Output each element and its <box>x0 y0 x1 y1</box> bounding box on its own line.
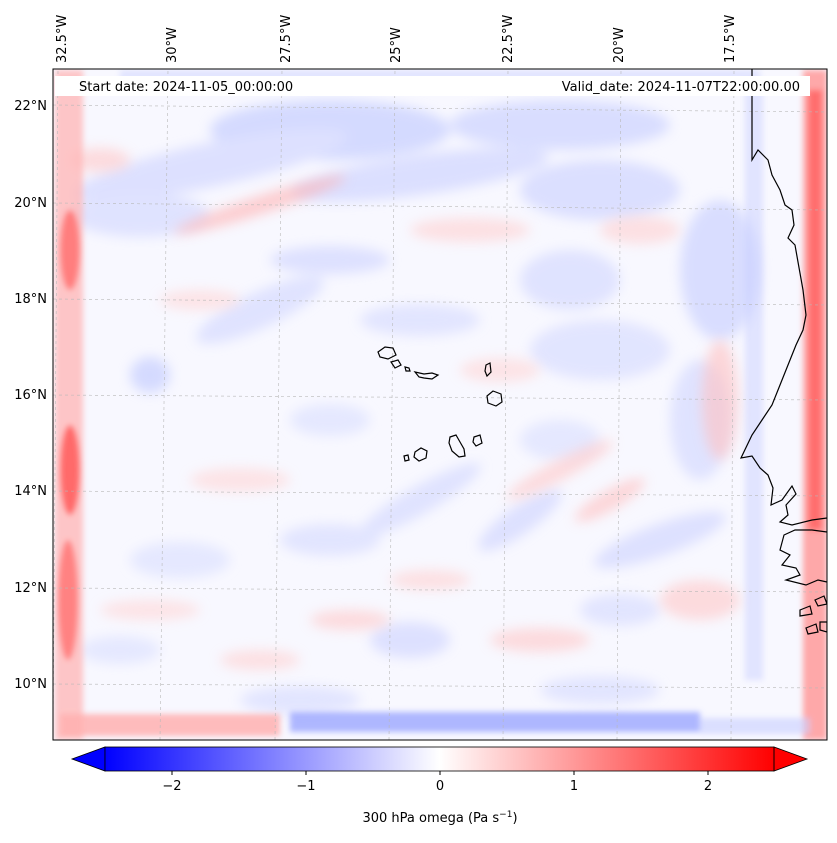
omega-field <box>55 70 827 740</box>
colorbar-extend-low <box>70 746 106 772</box>
map-panel: Start date: 2024-11-05_00:00:00 Valid_da… <box>52 68 828 741</box>
latitude-labels: 22°N 20°N 18°N 16°N 14°N 12°N 10°N <box>14 99 47 692</box>
island-sao-nicolau <box>413 371 440 380</box>
lat-label: 18°N <box>14 292 47 307</box>
lat-label: 16°N <box>14 388 47 403</box>
date-banner <box>55 76 810 96</box>
colorbar-gradient <box>105 747 774 771</box>
lat-label: 22°N <box>14 99 47 114</box>
african-coastline-south <box>779 529 827 586</box>
lon-label: 25°W <box>389 27 404 63</box>
african-coastline <box>739 69 827 526</box>
island-santa-luzia <box>404 366 411 372</box>
island-santo-antao <box>377 346 397 360</box>
island-sal <box>484 362 492 378</box>
colorbar-tick-label: −2 <box>162 779 181 794</box>
lon-label: 22.5°W <box>501 15 516 63</box>
map-frame <box>52 68 828 741</box>
colorbar: −2 −1 0 1 2 300 hPa omega (Pa s−1) <box>70 746 809 826</box>
colorbar-tick-label: 0 <box>436 779 444 794</box>
colorbar-label: 300 hPa omega (Pa s−1) <box>362 810 517 826</box>
start-date-text: Start date: 2024-11-05_00:00:00 <box>79 80 293 95</box>
colorbar-tick-label: 1 <box>570 779 578 794</box>
lon-label: 20°W <box>612 27 627 63</box>
island-santiago <box>448 434 466 458</box>
coastline <box>377 69 827 635</box>
colorbar-label-suffix: ) <box>512 811 517 826</box>
colorbar-tick-label: 2 <box>704 779 712 794</box>
island-brava <box>403 454 410 462</box>
lon-label: 32.5°W <box>55 15 70 63</box>
lon-label: 17.5°W <box>723 15 738 63</box>
lat-label: 14°N <box>14 484 47 499</box>
island-maio <box>472 434 483 447</box>
lat-label: 20°N <box>14 196 47 211</box>
longitude-labels: 32.5°W 30°W 27.5°W 25°W 22.5°W 20°W 17.5… <box>55 15 738 63</box>
valid-date-text: Valid_date: 2024-11-07T22:00:00.00 <box>562 80 800 95</box>
colorbar-label-prefix: 300 hPa omega (Pa s <box>362 811 499 826</box>
island-fogo <box>413 447 428 462</box>
colorbar-extend-high <box>773 746 809 772</box>
island-boa-vista <box>486 390 503 407</box>
bijagos-islands <box>799 595 827 635</box>
colorbar-tick-label: −1 <box>296 779 315 794</box>
lon-label: 27.5°W <box>279 15 294 63</box>
gridlines <box>52 68 828 741</box>
colorbar-ticks: −2 −1 0 1 2 <box>162 771 712 794</box>
lon-label: 30°W <box>165 27 180 63</box>
colorbar-label-exponent: −1 <box>499 810 512 820</box>
lat-label: 12°N <box>14 581 47 596</box>
lat-label: 10°N <box>14 677 47 692</box>
island-sao-vicente <box>390 359 402 369</box>
